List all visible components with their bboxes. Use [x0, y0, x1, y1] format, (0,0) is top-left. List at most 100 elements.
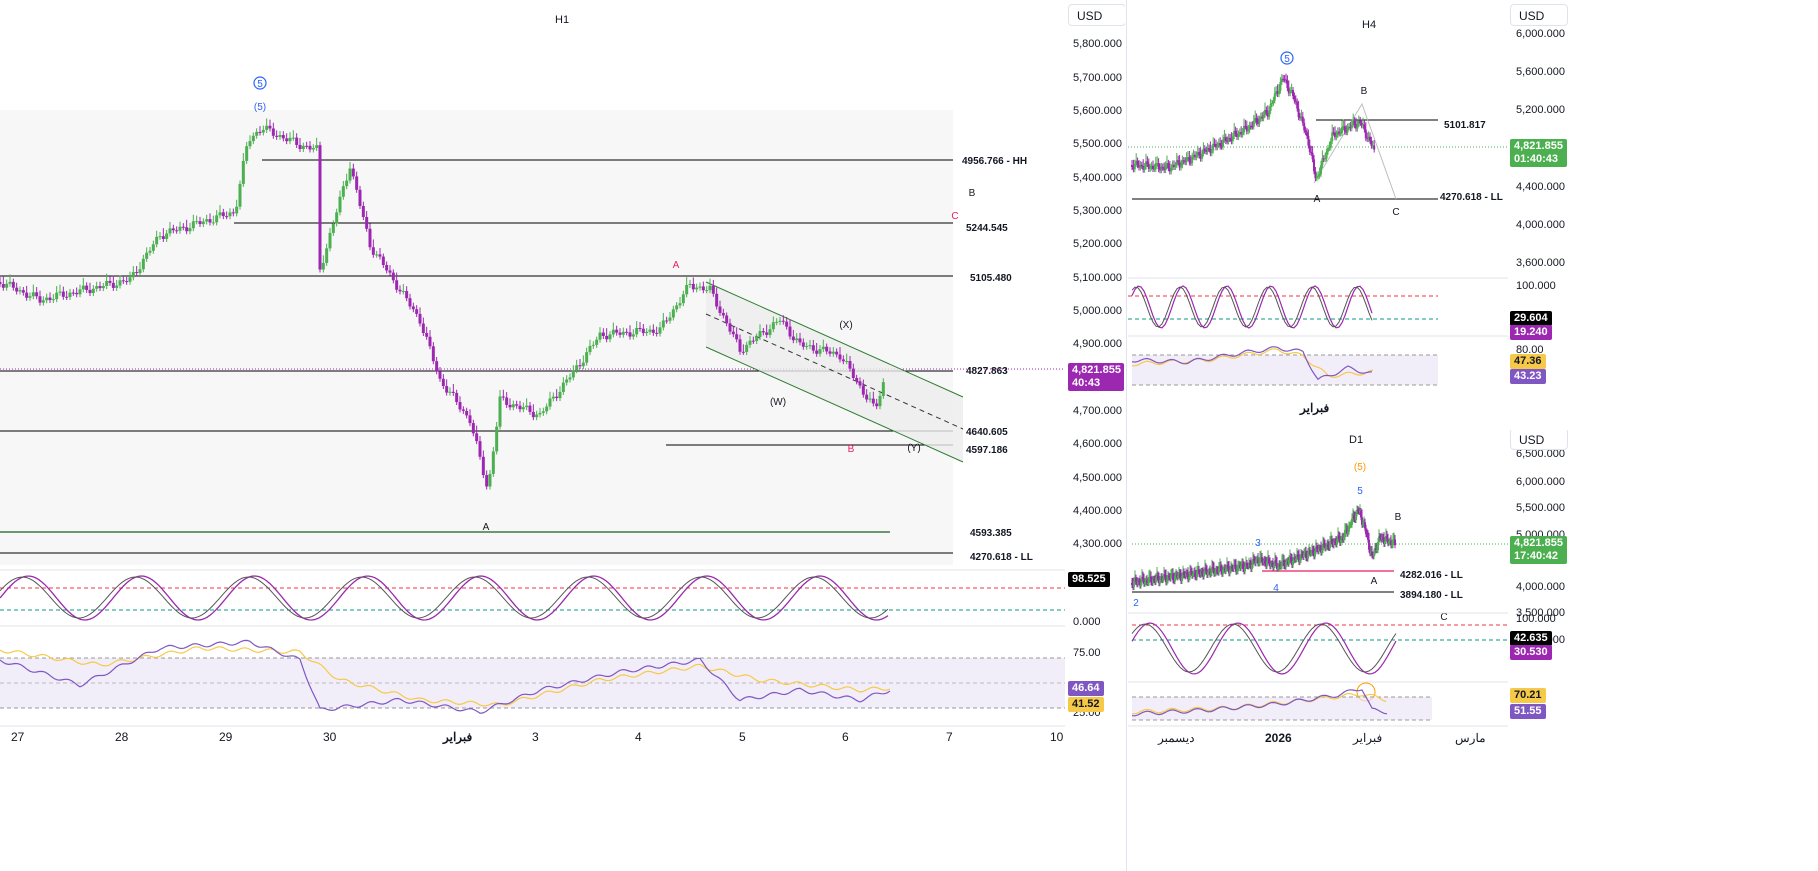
pane-divider-vertical[interactable]: [1126, 0, 1127, 871]
candle-body: [1248, 125, 1251, 131]
d1-date-label: ديسمبر: [1158, 731, 1195, 745]
candle-body: [491, 451, 495, 474]
candle-body: [1170, 167, 1173, 172]
candle-body: [308, 145, 312, 150]
h1-level-label-ll: 4270.618 - LL: [970, 552, 1033, 563]
candle-body: [1331, 539, 1333, 545]
candle-body: [808, 345, 812, 347]
candle-body: [1133, 581, 1135, 588]
candle-body: [1252, 559, 1254, 565]
candle-body: [235, 206, 239, 214]
h4-chart-pane[interactable]: 5 B A C 5101.817 4270.618 - LL 6,000.000…: [1128, 0, 1568, 430]
candle-body: [591, 344, 595, 346]
h4-currency-button[interactable]: USD: [1510, 4, 1568, 26]
candle-body: [145, 252, 149, 259]
candle-body: [251, 135, 255, 142]
d1-currency-button[interactable]: USD: [1510, 430, 1568, 450]
candle-body: [1312, 549, 1314, 554]
candle-body: [1139, 164, 1142, 168]
candle-body: [681, 294, 685, 304]
d1-wave3-label: 3: [1255, 538, 1261, 549]
candle-body: [345, 180, 349, 187]
candle-body: [658, 327, 662, 334]
h4-current-price-value: 4,821.855: [1514, 140, 1563, 152]
candle-body: [378, 254, 382, 257]
candle-body: [1229, 137, 1231, 140]
h1-wave-x-label: (X): [839, 320, 852, 331]
candle-body: [455, 392, 459, 403]
candle-body: [45, 297, 49, 301]
d1-chart-canvas[interactable]: (5) 5 B 3 A 4 2 C 4282.016 - LL 3894.180…: [1128, 430, 1568, 871]
candle-body: [305, 145, 309, 147]
h1-level-label-4597: 4597.186: [966, 445, 1008, 456]
candle-body: [275, 135, 279, 137]
candle-body: [1318, 548, 1320, 552]
h1-stoch-d-line: [0, 576, 889, 619]
candle-body: [1376, 550, 1378, 552]
candle-body: [1185, 157, 1188, 163]
h1-price-tick: 5,800.000: [1073, 38, 1122, 50]
h1-level-label-5105: 5105.480: [970, 273, 1012, 284]
candle-body: [498, 396, 502, 427]
candle-body: [1177, 160, 1180, 163]
candle-body: [1357, 510, 1359, 512]
candle-body: [785, 321, 789, 327]
candle-body: [1374, 548, 1376, 553]
h1-wave5-paren-label: (5): [254, 102, 266, 113]
candle-body: [718, 306, 722, 313]
candle-body: [448, 391, 452, 393]
h1-price-tick: 5,100.000: [1073, 272, 1122, 284]
h1-price-axis[interactable]: 5,800.000 5,700.000 5,600.000 5,500.000 …: [1073, 38, 1122, 719]
candle-body: [468, 415, 472, 424]
h4-current-price-badge: 4,821.855 01:40:43: [1510, 139, 1567, 167]
candle-body: [1331, 132, 1334, 142]
candle-body: [1290, 556, 1292, 562]
candle-body: [1168, 168, 1171, 172]
h1-stoch-bottom-tick: 0.000: [1073, 616, 1101, 628]
candle-body: [68, 292, 72, 297]
candle-body: [1222, 139, 1224, 147]
d1-wave-a-label: A: [1371, 576, 1378, 587]
candle-body: [1166, 163, 1168, 167]
d1-chart-pane[interactable]: (5) 5 B 3 A 4 2 C 4282.016 - LL 3894.180…: [1128, 430, 1568, 871]
candle-body: [1317, 175, 1320, 177]
candle-body: [58, 291, 62, 293]
candle-body: [1300, 116, 1303, 118]
candle-body: [1144, 582, 1146, 584]
candle-body: [1384, 541, 1386, 544]
candle-body: [255, 131, 259, 136]
candle-body: [1167, 575, 1169, 581]
candle-body: [1321, 550, 1323, 553]
candle-body: [1236, 571, 1238, 573]
candle-body: [761, 331, 765, 333]
candle-body: [648, 329, 652, 332]
candle-body: [25, 292, 29, 298]
candle-body: [1303, 553, 1305, 557]
candle-body: [1205, 150, 1208, 152]
h4-chart-canvas[interactable]: 5 B A C 5101.817 4270.618 - LL 6,000.000…: [1128, 0, 1568, 430]
candle-body: [188, 228, 192, 232]
candle-body: [1313, 159, 1315, 172]
h1-chart-pane[interactable]: 5 (5) B C A (X) (W) B (Y) A 4956.766 - H…: [0, 0, 1125, 750]
candle-body: [231, 212, 235, 214]
candle-body: [861, 385, 865, 395]
candle-body: [1149, 167, 1152, 170]
candle-body: [1143, 166, 1146, 170]
h1-chart-canvas[interactable]: 5 (5) B C A (X) (W) B (Y) A 4956.766 - H…: [0, 0, 1125, 750]
candle-body: [1209, 571, 1211, 575]
candle-body: [361, 205, 365, 217]
candle-body: [1334, 541, 1336, 543]
candle-body: [1225, 568, 1227, 572]
candle-body: [665, 320, 669, 322]
candle-body: [1147, 582, 1149, 584]
h1-currency-button[interactable]: USD: [1068, 4, 1125, 26]
candle-body: [1255, 117, 1258, 123]
candle-body: [1174, 575, 1176, 582]
h1-wave5-circle-label: 5: [257, 79, 263, 90]
d1-wave5-paren-label: (5): [1354, 462, 1366, 473]
h4-price-axis[interactable]: 6,000.000 5,600.000 5,200.000 4,400.000 …: [1516, 28, 1565, 356]
candle-body: [398, 289, 402, 292]
candle-body: [1212, 143, 1215, 151]
candle-body: [758, 331, 762, 337]
candle-body: [215, 215, 219, 223]
